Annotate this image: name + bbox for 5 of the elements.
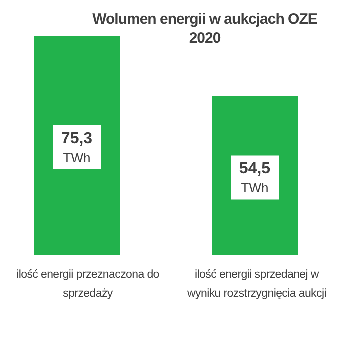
x-tick-label: ilość energii przeznaczona do sprzedaży xyxy=(16,269,160,300)
data-label: 75,3 TWh xyxy=(61,130,93,166)
chart-title: Wolumen energii w aukcjach OZE 2020 xyxy=(92,11,318,47)
data-label: 54,5 TWh xyxy=(239,160,271,196)
x-tick-label: ilość energii sprzedanej w wyniku rozstrzygnięcia aukcji xyxy=(186,269,326,300)
